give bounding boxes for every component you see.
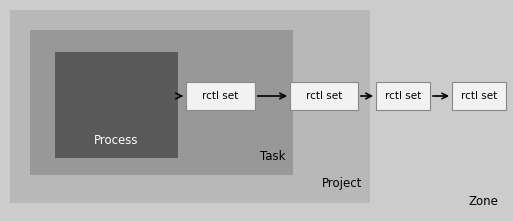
Bar (30, 30, 293, 175)
Text: rctl set: rctl set (202, 91, 239, 101)
Bar (452, 82, 506, 110)
Text: rctl set: rctl set (306, 91, 342, 101)
Text: rctl set: rctl set (385, 91, 421, 101)
Text: Task: Task (260, 150, 285, 163)
Bar (10, 10, 370, 203)
Text: Process: Process (94, 133, 138, 147)
Text: Zone: Zone (468, 195, 498, 208)
Bar (376, 82, 430, 110)
Bar (290, 82, 358, 110)
Text: Project: Project (322, 177, 362, 190)
Text: rctl set: rctl set (461, 91, 497, 101)
Bar (55, 52, 178, 158)
Bar (186, 82, 255, 110)
